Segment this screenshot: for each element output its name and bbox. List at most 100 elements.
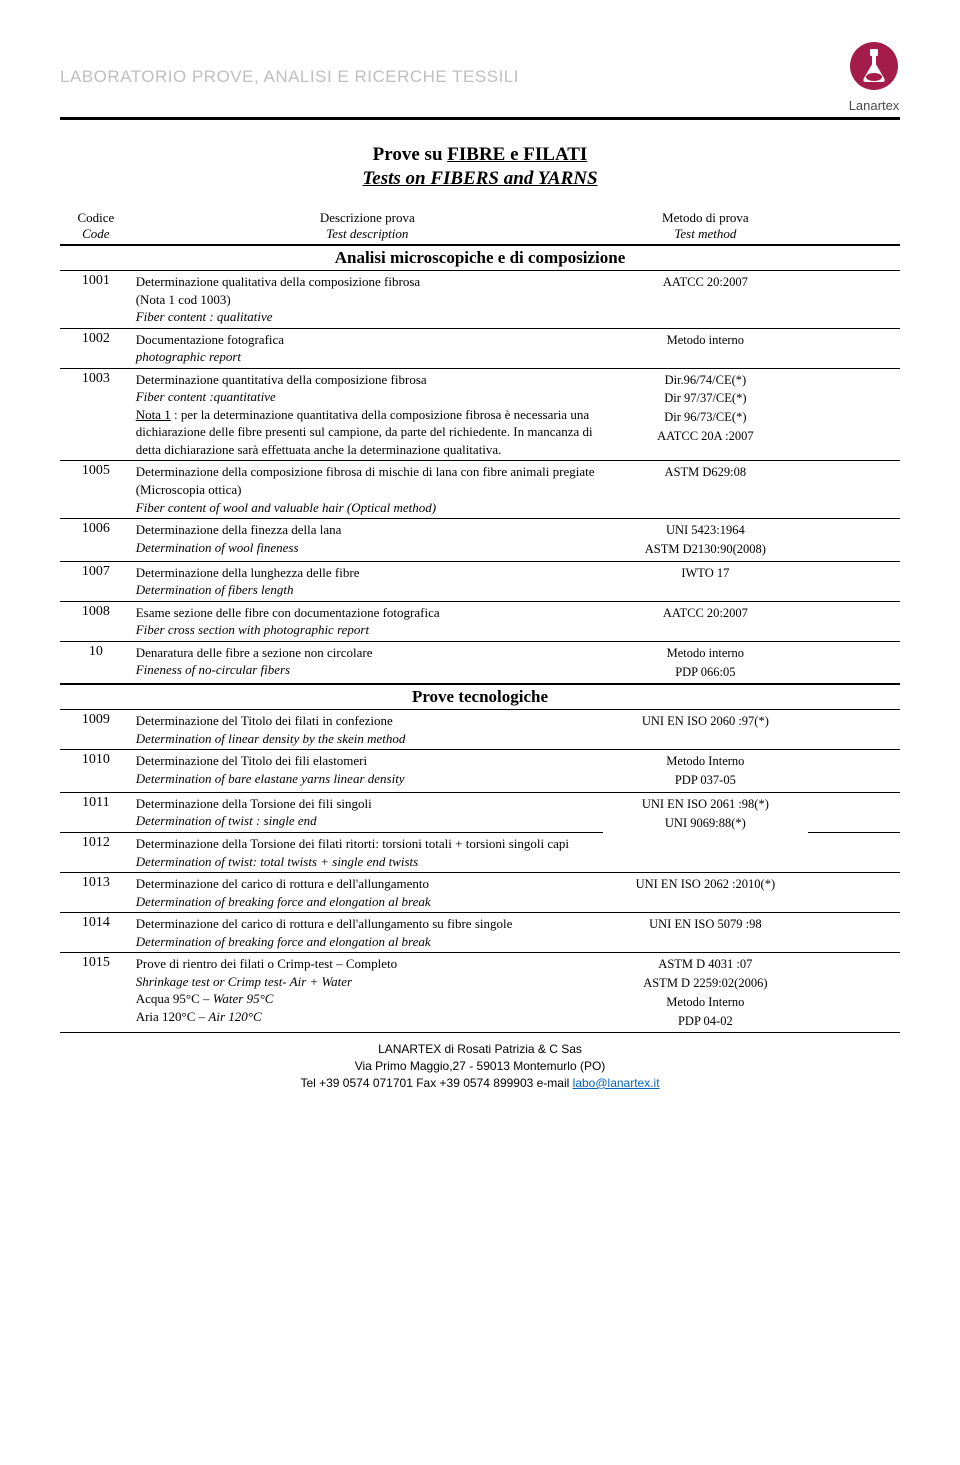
head-code-it: Code [82,226,109,241]
row-1005: 1005 Determinazione della composizione f… [60,461,900,519]
method: Metodo Interno PDP 037-05 [603,750,808,793]
row-1009: 1009 Determinazione del Titolo dei filat… [60,710,900,750]
code: 1010 [60,750,132,793]
desc-water: Acqua 95°C – [136,991,213,1006]
desc-it: Determination of breaking force and elon… [136,894,431,909]
method: UNI EN ISO 5079 :98 [603,913,808,953]
method: Metodo interno [603,328,808,368]
table-head: Codice Code Descrizione prova Test descr… [60,208,900,245]
desc-it: Determination of bare elastane yarns lin… [136,771,405,786]
code: 1002 [60,328,132,368]
desc: Determinazione della Torsione dei fili s… [136,796,372,811]
method: Dir.96/74/CE(*) Dir 97/37/CE(*) Dir 96/7… [603,368,808,461]
row-1011: 1011 Determinazione della Torsione dei f… [60,792,900,832]
row-10: 10 Denaratura delle fibre a sezione non … [60,641,900,684]
method: AATCC 20:2007 [603,601,808,641]
code: 1013 [60,873,132,913]
row-1015: 1015 Prove di rientro dei filati o Crimp… [60,953,900,1033]
desc: Determinazione del carico di rottura e d… [136,876,429,891]
desc: Prove di rientro dei filati o Crimp-test… [136,956,397,971]
code: 1007 [60,561,132,601]
nota-label: Nota 1 [136,407,171,422]
head-method: Metodo di prova [662,210,749,225]
row-1002: 1002 Documentazione fotografica photogra… [60,328,900,368]
method: AATCC 20:2007 [603,271,808,329]
code: 10 [60,641,132,684]
desc: Denaratura delle fibre a sezione non cir… [136,645,373,660]
row-1007: 1007 Determinazione della lunghezza dell… [60,561,900,601]
desc-it: Fiber cross section with photographic re… [136,622,369,637]
desc: Esame sezione delle fibre con documentaz… [136,605,440,620]
method: ASTM D 4031 :07 ASTM D 2259:02(2006) Met… [603,953,808,1033]
code: 1001 [60,271,132,329]
desc-it: Determination of fibers length [136,582,294,597]
method: IWTO 17 [603,561,808,601]
row-1013: 1013 Determinazione del carico di rottur… [60,873,900,913]
head-desc-it: Test description [326,226,408,241]
row-1006: 1006 Determinazione della finezza della … [60,519,900,562]
section-analisi: Analisi microscopiche e di composizione [60,245,900,271]
method: UNI EN ISO 2061 :98(*) UNI 9069:88(*) [603,792,808,872]
desc-it: Determination of wool fineness [136,540,299,555]
desc-it: Fiber content of wool and valuable hair … [136,500,436,515]
title-prefix: Prove su [373,144,448,165]
note: (Nota 1 cod 1003) [136,292,231,307]
doc-subtitle: Tests on FIBERS and YARNS [60,168,900,190]
desc-it: Fineness of no-circular fibers [136,662,290,677]
method: Metodo interno PDP 066:05 [603,641,808,684]
lab-label: LABORATORIO PROVE, ANALISI E RICERCHE TE… [60,67,519,87]
desc: Determinazione del Titolo dei filati in … [136,713,393,728]
code: 1005 [60,461,132,519]
nota-text: : per la determinazione quantitativa del… [136,407,593,457]
method: UNI EN ISO 2060 :97(*) [603,710,808,750]
desc: Determinazione della finezza della lana [136,522,342,537]
desc-air: Aria 120°C – [136,1009,209,1024]
code: 1006 [60,519,132,562]
desc: Determinazione quantitativa della compos… [136,372,427,387]
desc: Determinazione qualitativa della composi… [136,274,420,289]
head-method-it: Test method [674,226,736,241]
head-code: Codice [77,210,114,225]
desc-it: Determination of twist: total twists + s… [136,854,419,869]
code: 1014 [60,913,132,953]
page-footer: LANARTEX di Rosati Patrizia & C Sas Via … [60,1041,900,1091]
row-1001: 1001 Determinazione qualitativa della co… [60,271,900,329]
method: ASTM D629:08 [603,461,808,519]
method: UNI EN ISO 2062 :2010(*) [603,873,808,913]
code: 1015 [60,953,132,1033]
method: UNI 5423:1964 ASTM D2130:90(2008) [603,519,808,562]
page-header: LABORATORIO PROVE, ANALISI E RICERCHE TE… [60,40,900,113]
desc: Determinazione della composizione fibros… [136,464,595,497]
row-1003: 1003 Determinazione quantitativa della c… [60,368,900,461]
brand-name: Lanartex [848,98,900,113]
head-desc: Descrizione prova [320,210,415,225]
desc: Determinazione della lunghezza delle fib… [136,565,360,580]
desc: Determinazione del Titolo dei fili elast… [136,753,367,768]
tests-table: Codice Code Descrizione prova Test descr… [60,208,900,1033]
footer-contacts: Tel +39 0574 071701 Fax +39 0574 899903 … [300,1076,572,1090]
desc-it: photographic report [136,349,241,364]
desc: Documentazione fotografica [136,332,284,347]
header-rule [60,117,900,120]
desc: Determinazione del carico di rottura e d… [136,916,513,931]
desc-it: Fiber content : qualitative [136,309,273,324]
code: 1012 [60,832,132,872]
desc-it: Shrinkage test or Crimp test- Air + Wate… [136,974,352,989]
desc-it: Determination of breaking force and elon… [136,934,431,949]
code: 1008 [60,601,132,641]
footer-address: Via Primo Maggio,27 - 59013 Montemurlo (… [355,1059,606,1073]
row-1014: 1014 Determinazione del carico di rottur… [60,913,900,953]
title-underlined: FIBRE e FILATI [447,144,587,165]
desc: Determinazione della Torsione dei filati… [136,836,569,851]
desc-it: Fiber content :quantitative [136,389,276,404]
desc-it: Determination of twist : single end [136,813,317,828]
doc-title: Prove su FIBRE e FILATI [60,144,900,166]
footer-company: LANARTEX di Rosati Patrizia & C Sas [378,1042,582,1056]
code: 1009 [60,710,132,750]
code: 1011 [60,792,132,832]
section-prove-tecnologiche: Prove tecnologiche [60,684,900,710]
footer-email-link[interactable]: labo@lanartex.it [573,1076,660,1090]
row-1008: 1008 Esame sezione delle fibre con docum… [60,601,900,641]
code: 1003 [60,368,132,461]
flask-icon [848,40,900,92]
